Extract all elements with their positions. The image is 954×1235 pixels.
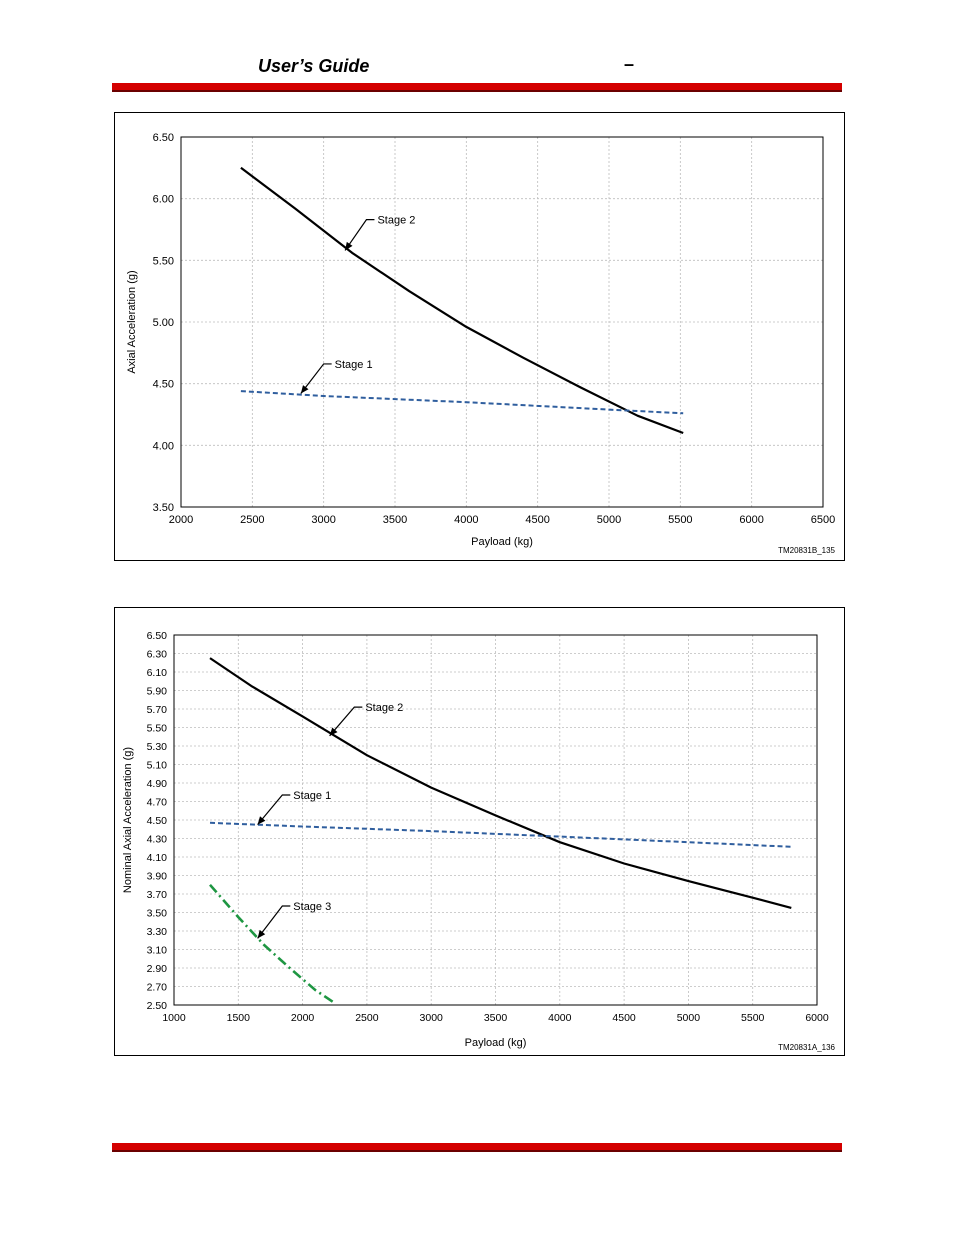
x-tick-label: 2500 bbox=[240, 514, 264, 526]
plot-area bbox=[180, 136, 824, 508]
y-tick-label: 3.50 bbox=[153, 502, 174, 514]
x-axis-label: Payload (kg) bbox=[465, 1037, 527, 1049]
y-tick-label: 3.90 bbox=[147, 871, 168, 883]
y-tick-label: 4.30 bbox=[147, 834, 168, 846]
y-tick-label: 5.70 bbox=[147, 704, 168, 716]
plot-area bbox=[173, 634, 818, 1006]
y-tick-label: 4.50 bbox=[147, 815, 168, 827]
y-tick-label: 4.90 bbox=[147, 778, 168, 790]
y-tick-label: 6.30 bbox=[147, 649, 168, 661]
y-axis-label: Axial Acceleration (g) bbox=[126, 270, 138, 373]
series-line-stage-2 bbox=[240, 166, 684, 435]
x-tick-label: 3500 bbox=[484, 1012, 508, 1024]
y-axis-label: Nominal Axial Acceleration (g) bbox=[122, 747, 134, 893]
annotation-leader bbox=[257, 794, 291, 826]
header-dash: – bbox=[624, 54, 635, 74]
y-tick-label: 5.10 bbox=[147, 760, 168, 772]
annotation-leader bbox=[344, 219, 375, 251]
annotation-label: Stage 1 bbox=[293, 790, 331, 802]
x-tick-label: 3500 bbox=[383, 514, 407, 526]
annotation-label: Stage 1 bbox=[335, 359, 373, 371]
annotation-arrow bbox=[257, 816, 266, 825]
footer-rule bbox=[112, 1143, 842, 1152]
y-tick-label: 4.00 bbox=[153, 440, 174, 452]
y-tick-label: 4.10 bbox=[147, 852, 168, 864]
x-tick-label: 3000 bbox=[420, 1012, 444, 1024]
chart-1-plot: 2000 2500 3000 3500 4000 4500 5000 5500 6000 6500… bbox=[126, 132, 836, 555]
y-tick-label: 3.50 bbox=[147, 908, 168, 920]
y-tick-label: 2.70 bbox=[147, 982, 168, 994]
annotation-leader bbox=[257, 905, 291, 939]
annotation-arrow bbox=[345, 241, 353, 251]
x-tick-label: 2000 bbox=[291, 1012, 315, 1024]
x-tick-label: 6500 bbox=[811, 514, 835, 526]
y-tick-label: 6.00 bbox=[153, 194, 174, 206]
y-tick-label: 6.10 bbox=[147, 667, 168, 679]
x-tick-label: 6000 bbox=[805, 1012, 829, 1024]
chart-2-plot: 1000 1500 2000 2500 3000 3500 4000 4500 5000 5500… bbox=[122, 630, 836, 1052]
header-rule bbox=[112, 83, 842, 92]
annotation-leader bbox=[329, 706, 363, 737]
header-title: User’s Guide bbox=[258, 56, 370, 76]
annotation-leader bbox=[300, 363, 332, 394]
x-tick-label: 4000 bbox=[548, 1012, 572, 1024]
annotation-label: Stage 2 bbox=[377, 215, 415, 227]
x-tick-label: 2500 bbox=[355, 1012, 379, 1024]
x-tick-label: 5000 bbox=[677, 1012, 701, 1024]
x-tick-label: 1500 bbox=[227, 1012, 251, 1024]
figure-id: TM20831B_135 bbox=[778, 546, 835, 555]
x-tick-label: 3000 bbox=[311, 514, 335, 526]
y-tick-label: 3.30 bbox=[147, 926, 168, 938]
annotation-arrow bbox=[329, 727, 338, 736]
y-tick-label: 5.90 bbox=[147, 686, 168, 698]
y-tick-label: 4.70 bbox=[147, 797, 168, 809]
annotation-arrow bbox=[300, 385, 309, 394]
x-tick-label: 1000 bbox=[162, 1012, 186, 1024]
annotation-arrow bbox=[257, 929, 266, 939]
y-tick-label: 5.50 bbox=[147, 723, 168, 735]
series-line-stage-1 bbox=[240, 390, 684, 415]
figure-id: TM20831A_136 bbox=[778, 1043, 835, 1052]
y-tick-label: 2.90 bbox=[147, 963, 168, 975]
x-tick-label: 5500 bbox=[668, 514, 692, 526]
x-tick-label: 4500 bbox=[525, 514, 549, 526]
y-tick-label: 4.50 bbox=[153, 379, 174, 391]
x-tick-label: 4500 bbox=[612, 1012, 636, 1024]
annotation-label: Stage 2 bbox=[365, 702, 403, 714]
chart-1-frame: 2000 2500 3000 3500 4000 4500 5000 5500 6000 6500… bbox=[114, 112, 845, 561]
y-tick-label: 5.30 bbox=[147, 741, 168, 753]
x-tick-label: 6000 bbox=[739, 514, 763, 526]
y-tick-label: 5.00 bbox=[153, 317, 174, 329]
y-tick-label: 6.50 bbox=[147, 630, 168, 642]
y-tick-label: 3.70 bbox=[147, 889, 168, 901]
x-tick-label: 2000 bbox=[169, 514, 193, 526]
annotation-label: Stage 3 bbox=[293, 901, 331, 913]
chart-2-frame: 1000 1500 2000 2500 3000 3500 4000 4500 5000 5500… bbox=[114, 607, 845, 1056]
x-tick-label: 4000 bbox=[454, 514, 478, 526]
y-tick-label: 6.50 bbox=[153, 132, 174, 144]
x-axis-label: Payload (kg) bbox=[471, 536, 533, 548]
series-line-stage-1 bbox=[209, 821, 792, 848]
y-tick-label: 3.10 bbox=[147, 945, 168, 957]
x-tick-label: 5000 bbox=[597, 514, 621, 526]
x-tick-label: 5500 bbox=[741, 1012, 765, 1024]
series-line-stage-2 bbox=[209, 657, 792, 909]
y-tick-label: 2.50 bbox=[147, 1000, 168, 1012]
series-line-stage-3 bbox=[209, 883, 336, 1005]
y-tick-label: 5.50 bbox=[153, 255, 174, 267]
